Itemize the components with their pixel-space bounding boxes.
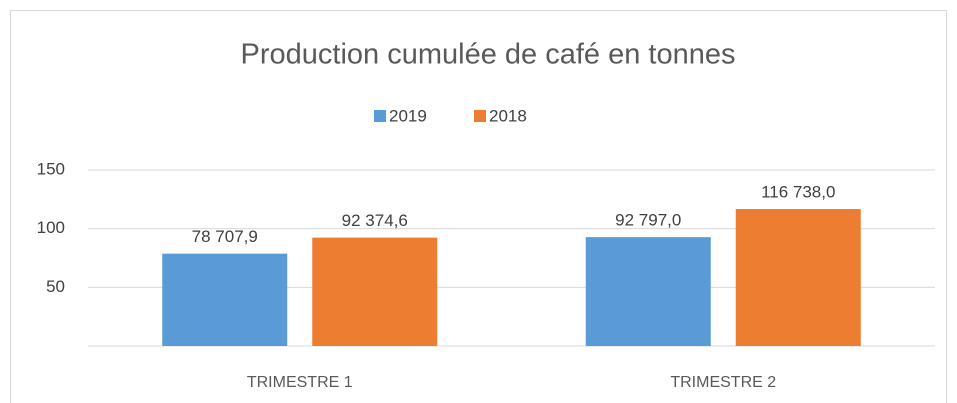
- y-tick-label: 50: [46, 277, 65, 296]
- bar: [585, 237, 711, 346]
- chart-title: Production cumulée de café en tonnes: [241, 39, 736, 71]
- bar: [162, 253, 288, 346]
- legend-label: 2019: [389, 106, 427, 125]
- y-tick-label: 150: [37, 159, 65, 178]
- legend-swatch: [374, 110, 386, 122]
- x-tick-label: TRIMESTRE 1: [247, 374, 353, 391]
- y-tick-label: 100: [37, 218, 65, 237]
- value-label: 78 707,9: [192, 227, 258, 246]
- value-label: 92 374,6: [342, 211, 408, 230]
- legend-swatch: [474, 110, 486, 122]
- value-label: 116 738,0: [761, 183, 835, 202]
- bar: [312, 237, 438, 346]
- bar: [735, 209, 861, 346]
- x-tick-label: TRIMESTRE 2: [670, 374, 776, 391]
- legend-label: 2018: [489, 106, 527, 125]
- value-label: 92 797,0: [615, 211, 681, 230]
